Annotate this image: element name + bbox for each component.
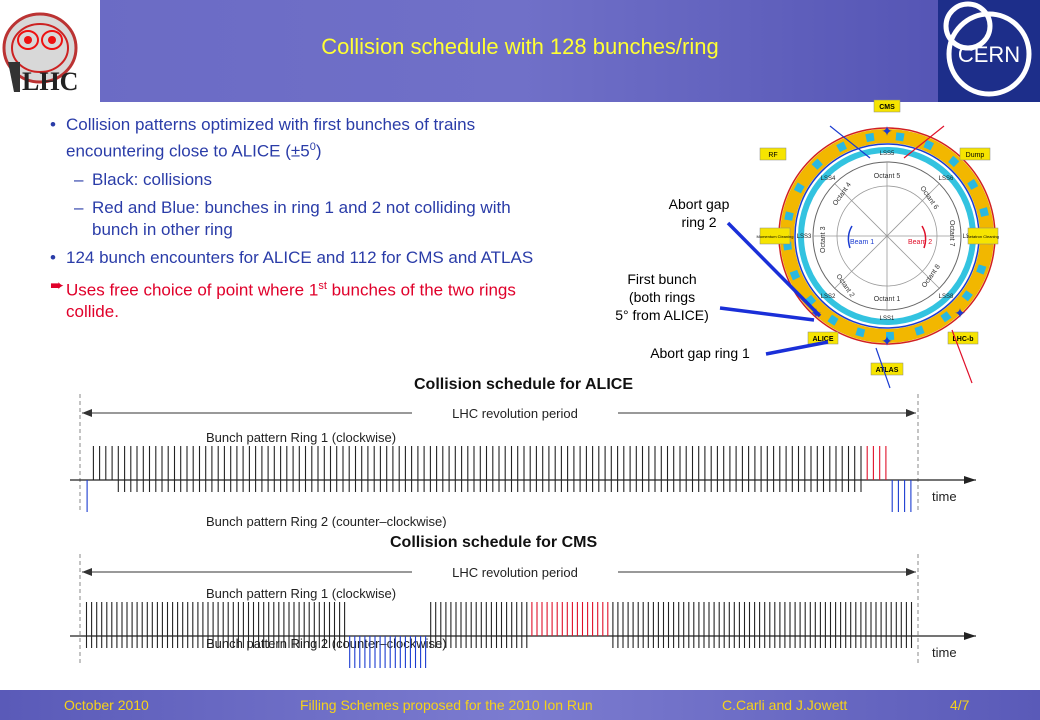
lss4-label: LSS4: [821, 176, 836, 182]
cern-logo-icon: CERN: [943, 1, 1032, 97]
footer-date: October 2010: [64, 697, 149, 713]
momentum-label: Momentum Cleaning: [757, 234, 794, 239]
lss8-label: LSS8: [939, 294, 954, 300]
lhcb-label: LHC-b: [953, 336, 974, 343]
slide-title: Collision schedule with 128 bunches/ring: [321, 34, 719, 59]
alice-schedule: Collision schedule for ALICE LHC revolut…: [60, 372, 980, 529]
bullet-list: • Collision patterns optimized with first…: [50, 114, 540, 329]
slide-header: Collision schedule with 128 bunches/ring: [0, 0, 1040, 102]
footer-page: 4/7: [950, 697, 970, 713]
star-icon: ✦: [954, 305, 966, 321]
alice-schedule-title: Collision schedule for ALICE: [414, 376, 633, 393]
atlas-box: [870, 362, 904, 376]
bullet-marker: •: [50, 247, 56, 267]
cms-schedule-plot: LHC revolution period Bunch pattern Ring…: [70, 554, 976, 668]
bullet-item-5: ➨ Uses free choice of point where 1st bun…: [50, 275, 540, 324]
bullet-text: Uses free choice of point where 1: [66, 280, 319, 300]
alice-ring1-label: Bunch pattern Ring 1 (clockwise): [206, 430, 396, 445]
cern-logo-text: CERN: [958, 42, 1020, 67]
lss3-label: LSS3: [797, 234, 812, 240]
bullet-item-4: • 124 bunch encounters for ALICE and 112 …: [50, 247, 540, 269]
cms-schedule-title: Collision schedule for CMS: [390, 534, 598, 551]
footer-authors: C.Carli and J.Jowett: [722, 697, 848, 713]
bullet-sup: st: [318, 279, 327, 292]
cms-label: CMS: [879, 104, 895, 111]
cern-logo: CERN: [938, 0, 1040, 102]
cms-bunch-pattern: [85, 602, 913, 668]
bullet-text: Red and Blue: bunches in ring 1 and 2 no…: [92, 197, 511, 239]
bullet-after: bunches of the two rings collide.: [66, 280, 516, 322]
cms-ring1-label: Bunch pattern Ring 1 (clockwise): [206, 586, 396, 601]
abort-gap-2-label: Abort gap ring 2: [668, 196, 730, 230]
lss6-label: LSS6: [939, 176, 954, 182]
bullet-marker: •: [50, 115, 56, 134]
octant-1-label: Octant 1: [874, 296, 901, 303]
lhc-logo-text: LHC: [22, 67, 78, 96]
octant-3-label: Octant 3: [820, 226, 827, 253]
lhcb-box: [947, 331, 979, 345]
bullet-item-2: – Black: collisions: [50, 169, 540, 191]
abort-gap-1-pointer: [765, 340, 829, 356]
cms-schedule: Collision schedule for CMS LHC revolutio…: [60, 530, 980, 690]
cms-period-label: LHC revolution period: [452, 565, 578, 580]
alice-period-label: LHC revolution period: [452, 406, 578, 421]
octant-6-label: Octant 6: [918, 185, 939, 211]
bullet-sup: 0: [309, 141, 316, 153]
lhc-ring-diagram: Octant 5 Octant 1 Octant 4 Octant 6 Octa…: [580, 98, 1000, 390]
beam-1-label: Beam 1: [850, 239, 874, 246]
bullet-text: Collision patterns optimized with first …: [66, 115, 476, 161]
lhc-logo: LHC: [0, 0, 100, 102]
alice-time-label: time: [932, 489, 957, 504]
octant-7-label: Octant 7: [948, 220, 955, 247]
abort-gap-2-pointer: [726, 221, 822, 318]
cms-time-label: time: [932, 645, 957, 660]
beam-2-label: Beam 2: [908, 239, 932, 246]
bullet-text: 124 bunch encounters for ALICE and 112 f…: [66, 247, 534, 267]
alice-ring2-label: Bunch pattern Ring 2 (counter–clockwise): [206, 514, 447, 528]
star-icon: ✦: [881, 333, 893, 349]
bullet-item-1: • Collision patterns optimized with first…: [50, 114, 540, 163]
octant-8-label: Octant 8: [921, 263, 942, 289]
momentum-box: [759, 227, 791, 245]
bullet-after: ): [315, 141, 322, 161]
lss2-label: LSS2: [821, 294, 836, 300]
rf-box: [759, 147, 787, 161]
dump-label: Dump: [966, 152, 985, 159]
first-bunch-pointer: [719, 306, 815, 322]
slide-footer: October 2010 Filling Schemes proposed fo…: [0, 690, 1040, 720]
arrow-icon: ➨: [50, 275, 65, 295]
cms-ring2-label: Bunch pattern Ring 2 (counter–clockwise): [206, 636, 447, 651]
octant-4-label: Octant 4: [832, 181, 853, 207]
alice-schedule-plot: LHC revolution period Bunch pattern Ring…: [70, 394, 976, 529]
betatron-label: Betatron Cleaning: [967, 234, 999, 239]
cms-box: [873, 99, 901, 113]
bullet-marker: –: [74, 169, 84, 189]
dump-box: [959, 147, 991, 161]
octant-5-label: Octant 5: [874, 173, 901, 180]
alice-label: ALICE: [813, 336, 834, 343]
ring-diagram-svg: Octant 5 Octant 1 Octant 4 Octant 6 Octa…: [719, 99, 999, 389]
first-bunch-label: First bunch (both rings 5° from ALICE): [615, 271, 709, 323]
abort-gap-1-label: Abort gap ring 1: [650, 345, 750, 361]
lhc-logo-icon: LHC: [2, 12, 78, 96]
rf-label: RF: [768, 152, 777, 159]
alice-bunch-pattern: [86, 446, 912, 512]
atlas-label: ATLAS: [876, 367, 899, 374]
lss5-label: LSS5: [880, 151, 895, 157]
bullet-text: Black: collisions: [92, 169, 212, 189]
footer-title: Filling Schemes proposed for the 2010 Io…: [300, 697, 593, 713]
bullet-item-3: – Red and Blue: bunches in ring 1 and 2 n…: [50, 197, 540, 241]
lss1-label: LSS1: [880, 316, 895, 322]
bullet-marker: –: [74, 197, 84, 217]
star-icon: ✦: [881, 123, 893, 139]
betatron-box: [967, 227, 999, 245]
